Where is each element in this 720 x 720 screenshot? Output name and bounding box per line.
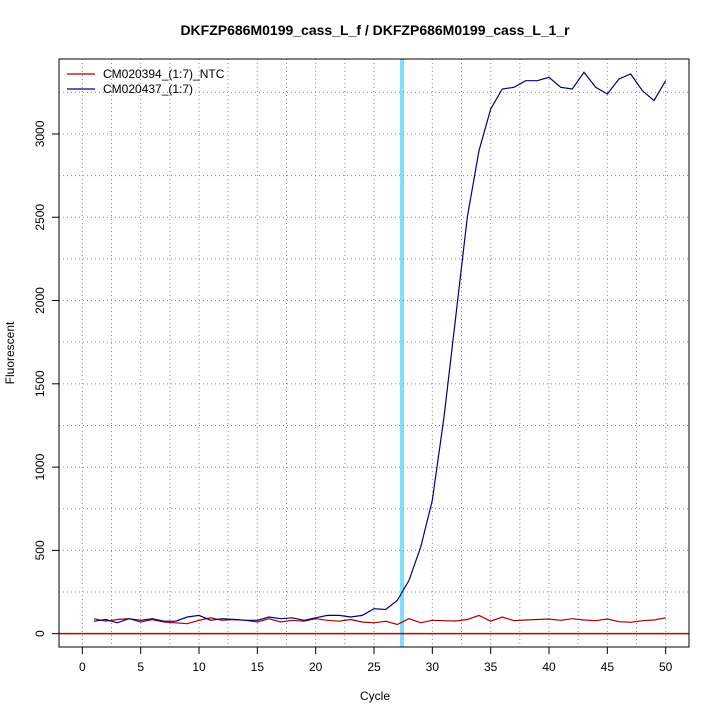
x-axis-ticks: 0 5 10 15 20 25 30 35 40 45 50 bbox=[79, 647, 673, 674]
x-axis-label: Cycle bbox=[360, 689, 390, 703]
x-tick-label: 40 bbox=[542, 660, 556, 674]
x-tick-label: 15 bbox=[251, 660, 265, 674]
y-tick-label: 2000 bbox=[33, 287, 47, 314]
y-axis-ticks: 0 500 1000 1500 2000 2500 3000 bbox=[33, 120, 59, 637]
x-tick-label: 35 bbox=[484, 660, 498, 674]
series-line-2 bbox=[93, 71, 667, 624]
y-tick-label: 1000 bbox=[33, 453, 47, 480]
chart-title: DKFZP686M0199_cass_L_f / DKFZP686M0199_c… bbox=[180, 22, 570, 38]
series-lines bbox=[93, 71, 667, 626]
y-tick-label: 0 bbox=[33, 630, 47, 637]
x-tick-label: 5 bbox=[137, 660, 144, 674]
series-line-1 bbox=[93, 614, 666, 626]
y-tick-label: 2500 bbox=[33, 204, 47, 231]
legend-label-2: CM020437_(1:7) bbox=[103, 82, 193, 96]
x-tick-label: 50 bbox=[659, 660, 673, 674]
y-tick-label: 1500 bbox=[33, 370, 47, 397]
x-tick-label: 10 bbox=[192, 660, 206, 674]
threshold-line bbox=[400, 59, 404, 647]
legend-label-1: CM020394_(1:7)_NTC bbox=[103, 67, 225, 81]
x-tick-label: 45 bbox=[601, 660, 615, 674]
grid-lines bbox=[59, 59, 689, 647]
x-tick-label: 25 bbox=[367, 660, 381, 674]
x-tick-label: 0 bbox=[79, 660, 86, 674]
y-tick-label: 3000 bbox=[33, 120, 47, 147]
y-tick-label: 500 bbox=[33, 540, 47, 560]
x-tick-label: 30 bbox=[426, 660, 440, 674]
x-tick-label: 20 bbox=[309, 660, 323, 674]
y-axis-label: Fluorescent bbox=[3, 321, 17, 384]
